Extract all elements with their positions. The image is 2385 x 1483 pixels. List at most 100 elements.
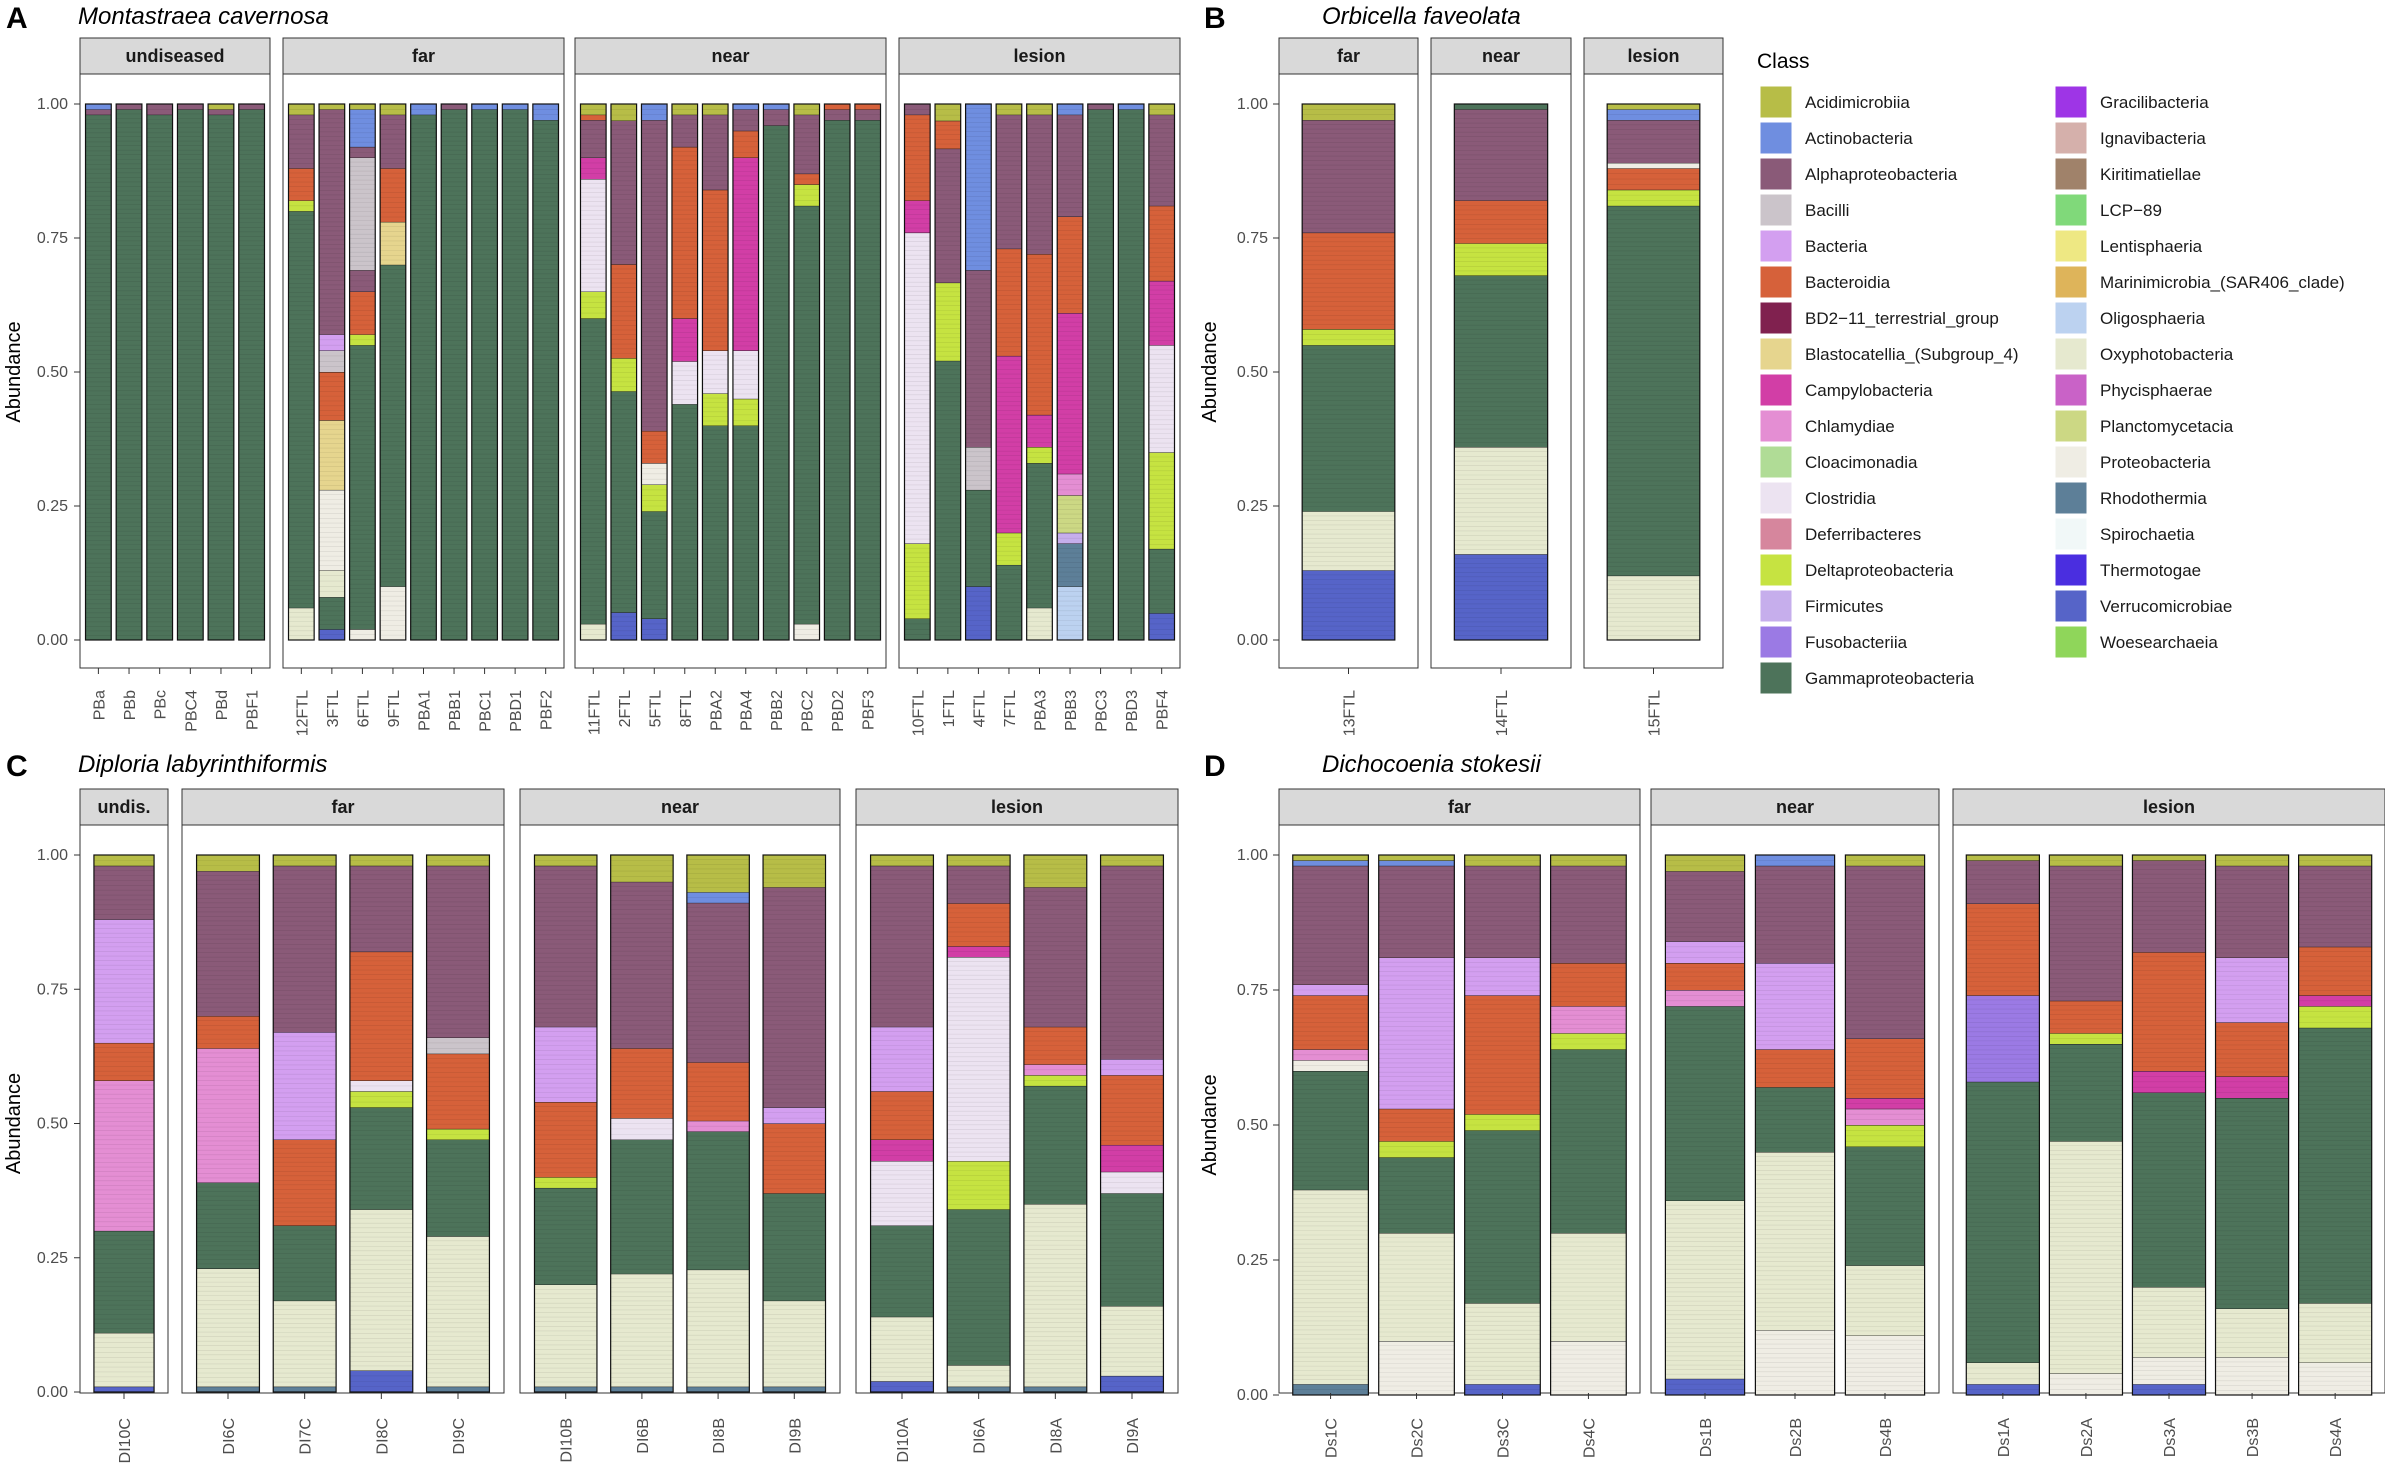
x-tick-label: 5FTL	[647, 690, 664, 727]
facet-strip	[574, 37, 887, 75]
bar-segment	[349, 345, 376, 630]
bar-segment	[1454, 447, 1548, 555]
stacked-bar	[348, 103, 376, 641]
bar-segment	[1118, 104, 1144, 110]
stacked-bar	[471, 103, 499, 641]
bar-segment	[854, 104, 881, 110]
bar-segment	[732, 104, 759, 110]
x-tick-label: PBA4	[739, 690, 756, 731]
bar-segment	[1607, 189, 1700, 206]
facet-strip	[1278, 37, 1419, 75]
bar-segment	[196, 1048, 260, 1183]
bar-segment	[732, 130, 759, 158]
bar-segment	[641, 484, 668, 512]
bar-segment	[85, 109, 112, 115]
x-tick-label: PBb	[122, 690, 139, 720]
stacked-bar	[995, 103, 1023, 641]
bar-segment	[580, 179, 607, 292]
bar-segment	[935, 104, 961, 121]
x-tick-label: DI10C	[117, 1418, 134, 1463]
panel-letter: A	[6, 2, 28, 35]
bar-outline	[93, 854, 155, 1393]
bar-segment	[904, 232, 931, 544]
bar-outline	[195, 854, 261, 1393]
bar-segment	[380, 264, 406, 587]
bar-segment	[935, 148, 961, 283]
bar-segment	[196, 1182, 260, 1269]
stacked-bar	[1148, 103, 1176, 641]
y-tick-label: 0.25	[1237, 498, 1268, 515]
bar-outline	[640, 103, 668, 641]
x-tick-label: 11FTL	[586, 690, 603, 735]
facet-label: undiseased	[125, 46, 224, 66]
panel-C: C Diploria labyrinthiformis Abundance 0.00 0…	[3, 750, 1179, 1463]
bar-segment	[965, 489, 992, 587]
stacked-bar	[440, 103, 468, 641]
panel-A: A Montastraea cavernosa Abundance 0.00 0.25 0…	[3, 2, 1181, 736]
bar-segment	[1057, 586, 1083, 640]
bar-segment	[641, 104, 668, 121]
x-tick-label: DI6C	[221, 1418, 238, 1454]
x-tick-label: 12FTL	[294, 690, 311, 736]
bar-outline	[1453, 103, 1549, 641]
y-tick-label: 0.75	[1237, 230, 1268, 247]
stacked-bar	[272, 854, 337, 1393]
bar-segment	[1607, 104, 1700, 110]
x-tick-label: 6FTL	[355, 690, 372, 727]
bar-segment	[580, 318, 607, 624]
bar-segment	[208, 109, 234, 115]
x-tick-label: 10FTL	[910, 690, 927, 736]
stacked-bar	[903, 103, 931, 641]
bar-segment	[177, 104, 204, 110]
bar-segment	[1118, 109, 1144, 641]
stacked-bar	[1301, 103, 1396, 641]
facet-label: near	[711, 46, 749, 66]
bar-segment	[502, 109, 528, 641]
bar-outline	[176, 103, 204, 641]
bar-segment	[1026, 607, 1053, 640]
bar-segment	[288, 114, 315, 169]
y-tick-label: 1.00	[37, 96, 68, 113]
bar-segment	[1148, 452, 1175, 549]
x-tick-label: 4FTL	[971, 690, 988, 727]
facet-label: lesion	[1627, 46, 1679, 66]
bar-outline	[964, 103, 992, 641]
stacked-bar	[532, 103, 560, 641]
bar-segment	[610, 120, 637, 265]
stacked-bar	[732, 103, 760, 641]
bar-segment	[793, 623, 820, 640]
x-tick-label: 1FTL	[941, 690, 958, 727]
bar-segment	[273, 1300, 337, 1387]
facet-label: lesion	[1013, 46, 1065, 66]
bar-segment	[1607, 120, 1700, 163]
bar-segment	[273, 1386, 337, 1392]
bar-outline	[84, 103, 112, 641]
x-tick-label: 13FTL	[1342, 690, 1359, 736]
stacked-bar	[793, 103, 821, 641]
bar-outline	[501, 103, 529, 641]
bar-segment	[380, 168, 406, 222]
bar-segment	[238, 109, 265, 641]
x-tick-label: PBB1	[447, 690, 464, 731]
y-axis-label: Abundance	[1199, 321, 1221, 422]
bar-outline	[318, 103, 346, 641]
stacked-bar	[207, 103, 235, 641]
bar-segment	[85, 104, 112, 110]
stacked-bar	[93, 854, 155, 1393]
bar-segment	[288, 607, 315, 640]
facet-strip	[282, 37, 565, 75]
x-tick-label: PBD2	[830, 690, 847, 732]
y-tick-label: 0.75	[37, 230, 68, 247]
stacked-bar	[115, 103, 143, 641]
bar-segment	[1454, 554, 1548, 640]
x-tick-label: 2FTL	[617, 690, 634, 727]
y-tick-label: 0.50	[37, 1116, 68, 1133]
stacked-bar	[238, 103, 266, 641]
bar-outline	[1606, 103, 1701, 641]
bar-segment	[763, 109, 790, 126]
bar-segment	[935, 282, 961, 361]
bar-segment	[1302, 570, 1395, 640]
bar-segment	[288, 168, 315, 201]
y-tick-label: 0.50	[37, 364, 68, 381]
